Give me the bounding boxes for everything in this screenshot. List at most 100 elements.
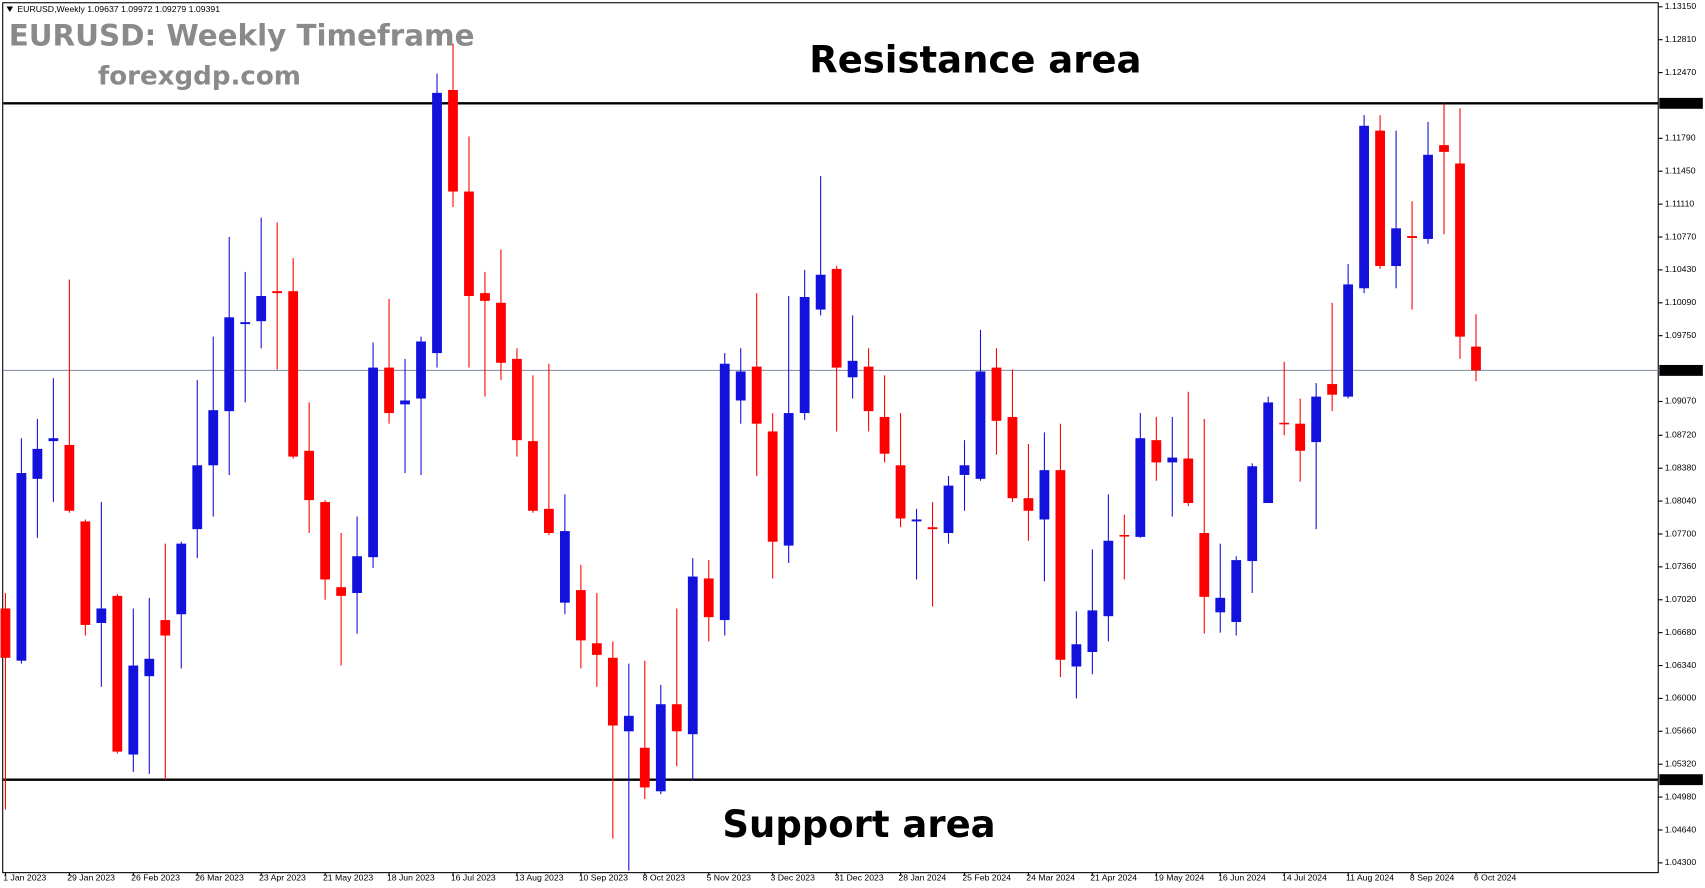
candle-body [512,358,522,441]
candle-body [703,578,714,618]
y-tick-label: 1.04980 [1665,791,1697,801]
x-tick-label: 28 Jan 2024 [898,872,946,882]
x-tick-label: 16 Jun 2024 [1218,872,1266,882]
y-tick-label: 1.07360 [1665,561,1697,571]
resistance-line-label: 1.12152 [1665,98,1697,108]
candle-body [687,576,698,735]
candle-body [751,366,762,424]
x-tick-label: 1 Jan 2023 [3,872,46,882]
y-tick-label: 1.11790 [1665,133,1696,143]
candle-body [1343,284,1354,397]
candle-body [1391,228,1401,267]
candle-body [144,658,155,677]
candle-body [1151,440,1162,463]
x-tick-label: 5 Nov 2023 [707,872,752,882]
x-tick-label: 23 Apr 2023 [259,872,306,882]
candle-body [879,416,890,454]
candle-body [671,704,682,732]
x-tick-label: 8 Oct 2023 [643,872,686,882]
candle-body [160,620,171,636]
candle-body [1311,396,1322,443]
candle-body [1375,130,1385,267]
resistance-line-tag [1659,97,1703,109]
x-tick-label: 14 Jul 2024 [1282,872,1327,882]
candle-body [1007,416,1018,499]
candle-body [767,431,778,542]
candle-body [112,595,123,752]
x-tick-label: 8 Sep 2024 [1410,872,1455,882]
candle-body [559,531,570,603]
candle-body [1327,384,1338,395]
candle-body [256,296,267,322]
candle-body [799,296,810,414]
y-tick-label: 1.09070 [1665,396,1697,406]
candle-body [975,371,986,479]
candle-body [783,413,794,546]
candle-body [1231,560,1242,623]
support-line-tag [1659,774,1703,786]
y-tick-label: 1.05660 [1665,726,1697,736]
candle-body [480,293,490,301]
candle-body [831,268,842,368]
candle-body [128,665,139,755]
candle-body [655,704,666,792]
candle-body [368,367,378,558]
candle-body [1119,534,1130,537]
current-price-line-label: 1.09391 [1665,365,1697,375]
y-tick-label: 1.04300 [1665,857,1697,867]
candle-body [607,657,618,726]
candle-body [1455,163,1465,337]
candle-body [336,587,347,596]
candle-body [1215,597,1226,613]
support-line-label: 1.05160 [1665,774,1697,784]
candle-body [1263,402,1274,504]
x-tick-label: 11 Aug 2024 [1346,872,1394,882]
candle-body [943,485,954,534]
candle-body [496,302,506,363]
candle-body [735,371,746,401]
chart-header: EURUSD,Weekly 1.09637 1.09972 1.09279 1.… [17,4,220,14]
candle-body [1423,154,1433,239]
chart-subtitle: forexgdp.com [98,62,301,92]
y-tick-label: 1.06340 [1665,660,1697,670]
candle-body [1407,236,1417,238]
candle-body [815,274,826,310]
x-tick-label: 10 Sep 2023 [579,872,628,882]
candle-body [32,448,43,479]
y-tick-label: 1.10090 [1665,297,1697,307]
plot-frame [2,2,1659,874]
candle-body [80,521,91,625]
y-tick-label: 1.10430 [1665,264,1697,274]
y-tick-label: 1.10770 [1665,231,1697,241]
candle-body [48,438,59,442]
y-tick-label: 1.09750 [1665,330,1697,340]
candle-body [1471,346,1481,371]
candle-body [224,317,235,412]
y-tick-label: 1.07700 [1665,528,1697,538]
candle-body [192,465,203,530]
candle-body [1023,498,1034,511]
candle-body [240,322,251,325]
y-tick-label: 1.05320 [1665,758,1697,768]
x-tick-label: 6 Oct 2024 [1474,872,1517,882]
candle-body [639,747,650,788]
candle-body [384,367,394,414]
x-tick-label: 13 Aug 2023 [515,872,564,882]
candle-body [304,450,315,501]
candle-body [464,191,474,297]
candle-body [288,291,299,457]
candle-body [1167,457,1178,463]
candle-body [1135,438,1146,537]
candle-body [448,89,458,192]
y-tick-label: 1.12810 [1665,34,1697,44]
x-tick-label: 18 Jun 2023 [387,872,435,882]
candle-body [591,643,602,655]
candle-body [847,360,858,378]
candle-body [320,502,331,580]
x-tick-label: 26 Feb 2023 [131,872,180,882]
candle-body [64,444,75,511]
candle-body [272,291,283,294]
x-tick-label: 3 Dec 2023 [771,872,816,882]
x-tick-label: 21 May 2023 [323,872,373,882]
